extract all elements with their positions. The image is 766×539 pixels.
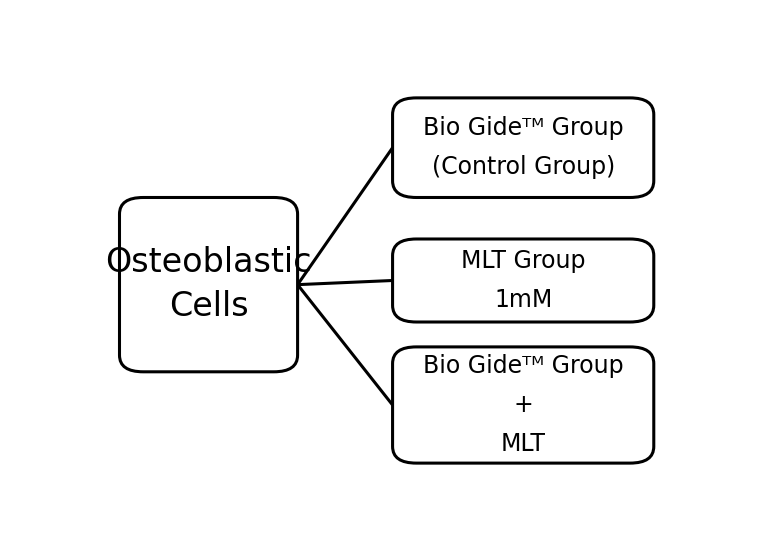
Text: Osteoblastic
Cells: Osteoblastic Cells [105, 246, 312, 323]
FancyBboxPatch shape [392, 98, 653, 197]
Text: MLT Group
1mM: MLT Group 1mM [461, 249, 585, 312]
Text: Bio Gideᵀᴹ Group
+
MLT: Bio Gideᵀᴹ Group + MLT [423, 354, 624, 456]
FancyBboxPatch shape [392, 347, 653, 463]
FancyBboxPatch shape [119, 197, 297, 372]
FancyBboxPatch shape [392, 239, 653, 322]
Text: Bio Gideᵀᴹ Group
(Control Group): Bio Gideᵀᴹ Group (Control Group) [423, 116, 624, 179]
